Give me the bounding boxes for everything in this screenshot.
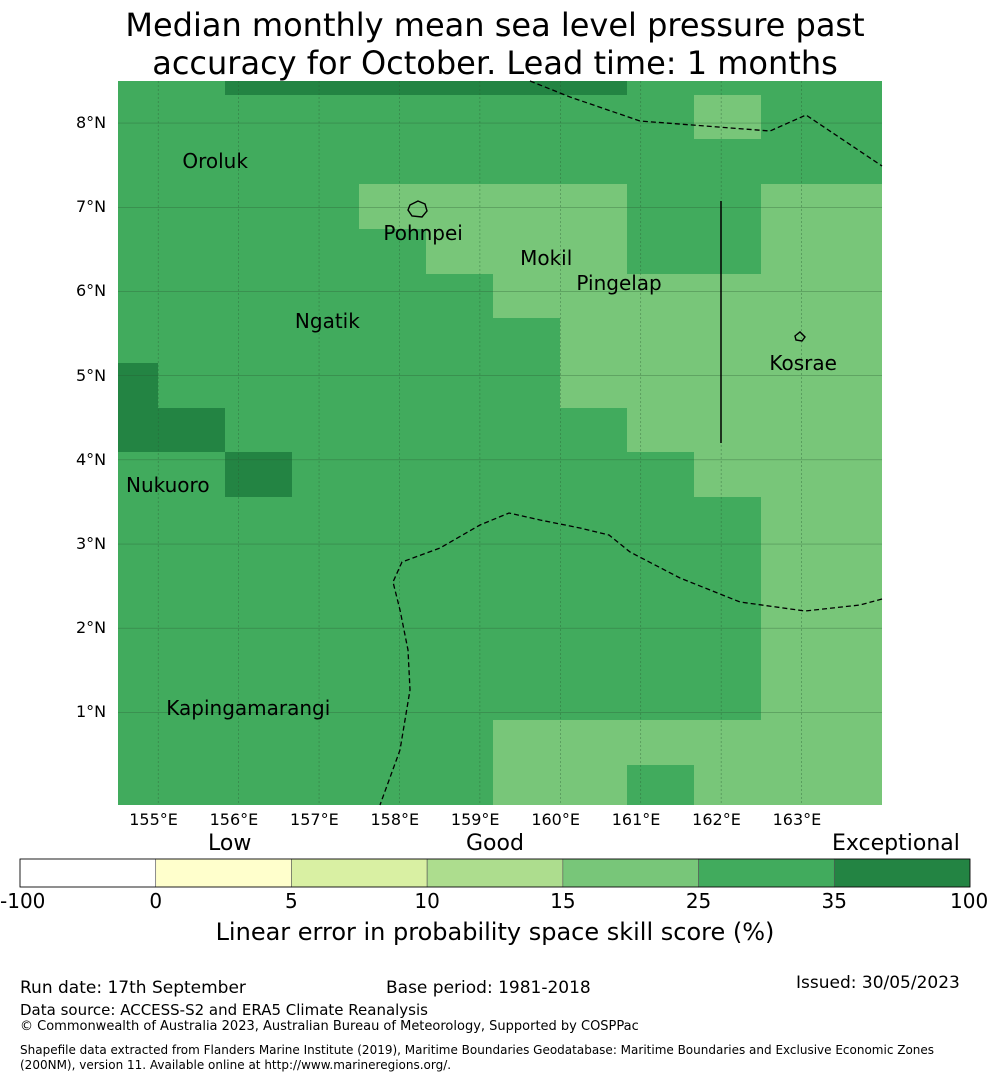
colorbar-segment: [562, 858, 699, 888]
run-date: Run date: 17th September: [20, 978, 246, 998]
island-outlines: [407, 200, 806, 342]
longitude-tick-label: 155°E: [129, 810, 178, 829]
map-title: Median monthly mean sea level pressure p…: [0, 6, 990, 82]
latitude-tick-label: 4°N: [76, 449, 107, 469]
shapefile-credit-line-1: Shapefile data extracted from Flanders M…: [20, 1043, 935, 1057]
longitude-tick-label: 157°E: [290, 810, 339, 829]
eez-boundary-south: [379, 512, 883, 806]
eez-boundary-north: [529, 80, 883, 167]
grid-cell-good: [359, 184, 627, 229]
colorbar-segment: [426, 858, 564, 888]
colorbar-tick-label: 15: [550, 889, 576, 913]
latitude-tick-label: 7°N: [76, 197, 107, 217]
longitude-tick-label: 163°E: [772, 810, 822, 829]
pohnpei-outline: [407, 200, 428, 218]
level-exceptional-label: Exceptional: [832, 831, 960, 856]
colorbar: [19, 858, 971, 888]
title-line-2: accuracy for October. Lead time: 1 month…: [152, 44, 838, 82]
grid-cell-good: [761, 184, 882, 229]
grid-cell-good: [627, 720, 882, 765]
colorbar-segment: [19, 858, 157, 888]
colorbar-segment: [833, 858, 971, 888]
latitude-tick-label: 5°N: [76, 365, 107, 385]
place-label: Kosrae: [769, 351, 837, 376]
shapefile-credit-line-2: (200NM), version 11. Available online at…: [20, 1058, 452, 1072]
grid-cell-exceptional: [225, 452, 292, 497]
level-low-label: Low: [208, 831, 252, 856]
colorbar-tick-label: -100: [0, 889, 46, 913]
copyright: © Commonwealth of Australia 2023, Austra…: [20, 1019, 639, 1034]
grid-cell-good: [694, 452, 882, 497]
colorbar-tick-label: 10: [414, 889, 440, 913]
longitude-tick-label: 162°E: [692, 810, 741, 829]
place-label: Mokil: [520, 245, 573, 270]
grid-cell-exceptional: [158, 408, 225, 452]
grid-cell-good: [694, 95, 761, 139]
data-source: Data source: ACCESS-S2 and ERA5 Climate …: [20, 1001, 428, 1019]
colorbar-tick-label: 5: [285, 889, 298, 913]
place-label: Nukuoro: [126, 473, 210, 498]
place-label: Pingelap: [576, 271, 662, 296]
longitude-tick-label: 156°E: [209, 810, 259, 829]
colorbar-title: Linear error in probability space skill …: [215, 918, 775, 946]
colorbar-tick-label: 100: [950, 889, 989, 913]
grid-cell-good: [694, 765, 882, 805]
colorbar-tick-label: 0: [149, 889, 163, 913]
longitude-tick-label: 160°E: [531, 810, 580, 829]
grid-cell-exceptional: [225, 81, 627, 95]
graticule: [118, 81, 882, 805]
grid-cell-good: [560, 765, 627, 805]
longitude-tick-label: 161°E: [611, 810, 661, 829]
grid-cell-good: [761, 229, 882, 274]
place-label: Kapingamarangi: [166, 696, 331, 721]
issued-date: Issued: 30/05/2023: [796, 973, 960, 993]
kosrae-outline: [794, 331, 806, 342]
latitude-tick-label: 8°N: [76, 113, 107, 133]
eez-boundaries: [379, 80, 883, 806]
latitude-tick-label: 3°N: [76, 534, 107, 554]
colorbar-outline: [19, 858, 971, 888]
grid-cell-good: [426, 229, 627, 274]
place-label: Pohnpei: [383, 220, 463, 245]
place-label: Oroluk: [182, 148, 248, 173]
grid-cell-good: [627, 408, 882, 452]
longitude-tick-label: 159°E: [450, 810, 500, 829]
grid-cell-good: [493, 274, 882, 318]
grid-cell-good: [761, 497, 882, 720]
title-line-1: Median monthly mean sea level pressure p…: [125, 6, 865, 44]
colorbar-tick-label: 25: [685, 889, 712, 913]
place-label: Ngatik: [294, 308, 360, 333]
colorbar-tick-label: 35: [821, 889, 848, 913]
base-period: Base period: 1981-2018: [386, 978, 591, 998]
longitude-tick-label: 158°E: [370, 810, 420, 829]
colorbar-segment: [698, 858, 835, 888]
latitude-tick-label: 6°N: [76, 281, 107, 301]
colorbar-segment: [291, 858, 428, 888]
latitude-tick-label: 2°N: [76, 618, 107, 638]
colorbar-segment: [155, 858, 292, 888]
level-good-label: Good: [466, 831, 524, 856]
latitude-tick-label: 1°N: [76, 702, 107, 722]
grid-cell-exceptional: [118, 363, 158, 452]
